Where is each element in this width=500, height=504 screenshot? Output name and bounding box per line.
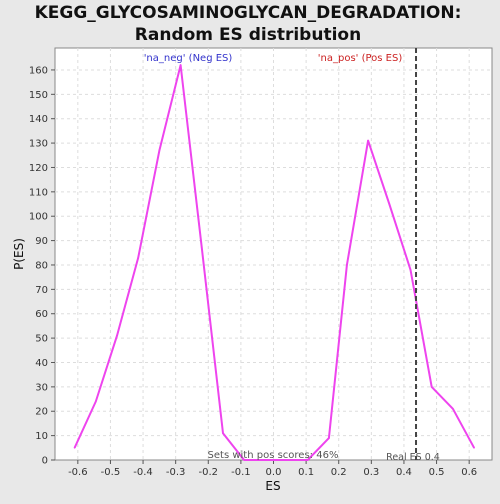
data-point bbox=[179, 64, 182, 66]
y-tick-label: 160 bbox=[29, 65, 48, 76]
y-tick-label: 140 bbox=[29, 114, 48, 125]
data-point bbox=[473, 447, 475, 449]
y-tick-label: 0 bbox=[42, 456, 48, 467]
data-point bbox=[388, 203, 391, 205]
data-point bbox=[430, 386, 433, 388]
y-tick-label: 70 bbox=[35, 285, 48, 296]
data-point bbox=[452, 408, 454, 410]
x-tick-label: -0.3 bbox=[166, 467, 186, 478]
x-tick-label: 0.0 bbox=[266, 467, 282, 478]
axes: 0 10 20 30 40 50 60 70 80 90 100 110 120 130 140 150 160… bbox=[29, 65, 477, 478]
data-point bbox=[222, 432, 224, 434]
data-point bbox=[158, 149, 161, 152]
grid-lines bbox=[55, 48, 492, 460]
x-tick-label: -0.6 bbox=[68, 467, 88, 478]
y-tick-label: 60 bbox=[35, 309, 48, 320]
data-point bbox=[285, 459, 288, 461]
data-point bbox=[94, 400, 97, 403]
x-tick-label: 0.3 bbox=[363, 467, 379, 478]
x-tick-label: 0.4 bbox=[396, 467, 412, 478]
x-tick-label: -0.2 bbox=[199, 467, 219, 478]
sets-with-pos-scores-label: Sets with pos scores: 46% bbox=[208, 450, 339, 461]
data-point bbox=[116, 334, 118, 337]
x-tick-label: -0.4 bbox=[133, 467, 153, 478]
real-es-label: Real ES 0.4 bbox=[386, 452, 440, 463]
chart-title-line2: Random ES distribution bbox=[135, 25, 361, 45]
x-tick-label: 0.5 bbox=[429, 467, 445, 478]
y-tick-label: 130 bbox=[29, 139, 48, 150]
x-tick-label: 0.6 bbox=[461, 467, 477, 478]
y-tick-label: 80 bbox=[35, 260, 48, 271]
y-tick-label: 50 bbox=[35, 334, 48, 345]
neg-es-label: 'na_neg' (Neg ES) bbox=[144, 53, 233, 64]
x-tick-label: -0.5 bbox=[101, 467, 121, 478]
data-point bbox=[73, 447, 76, 449]
y-tick-label: 30 bbox=[35, 382, 48, 393]
data-point bbox=[200, 247, 203, 249]
y-tick-label: 10 bbox=[35, 431, 48, 442]
y-axis-label: P(ES) bbox=[12, 238, 26, 270]
pos-es-label: 'na_pos' (Pos ES) bbox=[318, 53, 403, 64]
data-point bbox=[346, 264, 348, 266]
data-point bbox=[243, 459, 245, 461]
chart-title-line1: KEGG_GLYCOSAMINOGLYCAN_DEGRADATION: bbox=[35, 3, 462, 23]
y-tick-label: 150 bbox=[29, 90, 48, 101]
y-tick-label: 90 bbox=[35, 236, 48, 247]
y-tick-label: 110 bbox=[29, 187, 48, 198]
data-point bbox=[328, 437, 330, 439]
x-tick-label: 0.2 bbox=[331, 467, 347, 478]
y-tick-label: 20 bbox=[35, 407, 48, 418]
es-distribution-line bbox=[73, 64, 475, 461]
data-point bbox=[137, 256, 139, 259]
data-point bbox=[306, 459, 309, 461]
x-tick-label: 0.1 bbox=[298, 467, 314, 478]
y-tick-label: 100 bbox=[29, 212, 48, 223]
data-point bbox=[264, 459, 267, 461]
data-point bbox=[367, 139, 369, 142]
x-axis-label: ES bbox=[265, 479, 280, 493]
y-tick-label: 40 bbox=[35, 358, 48, 369]
y-tick-label: 120 bbox=[29, 163, 48, 174]
data-point bbox=[409, 269, 412, 271]
x-tick-label: -0.1 bbox=[231, 467, 251, 478]
series-layer bbox=[73, 48, 475, 461]
